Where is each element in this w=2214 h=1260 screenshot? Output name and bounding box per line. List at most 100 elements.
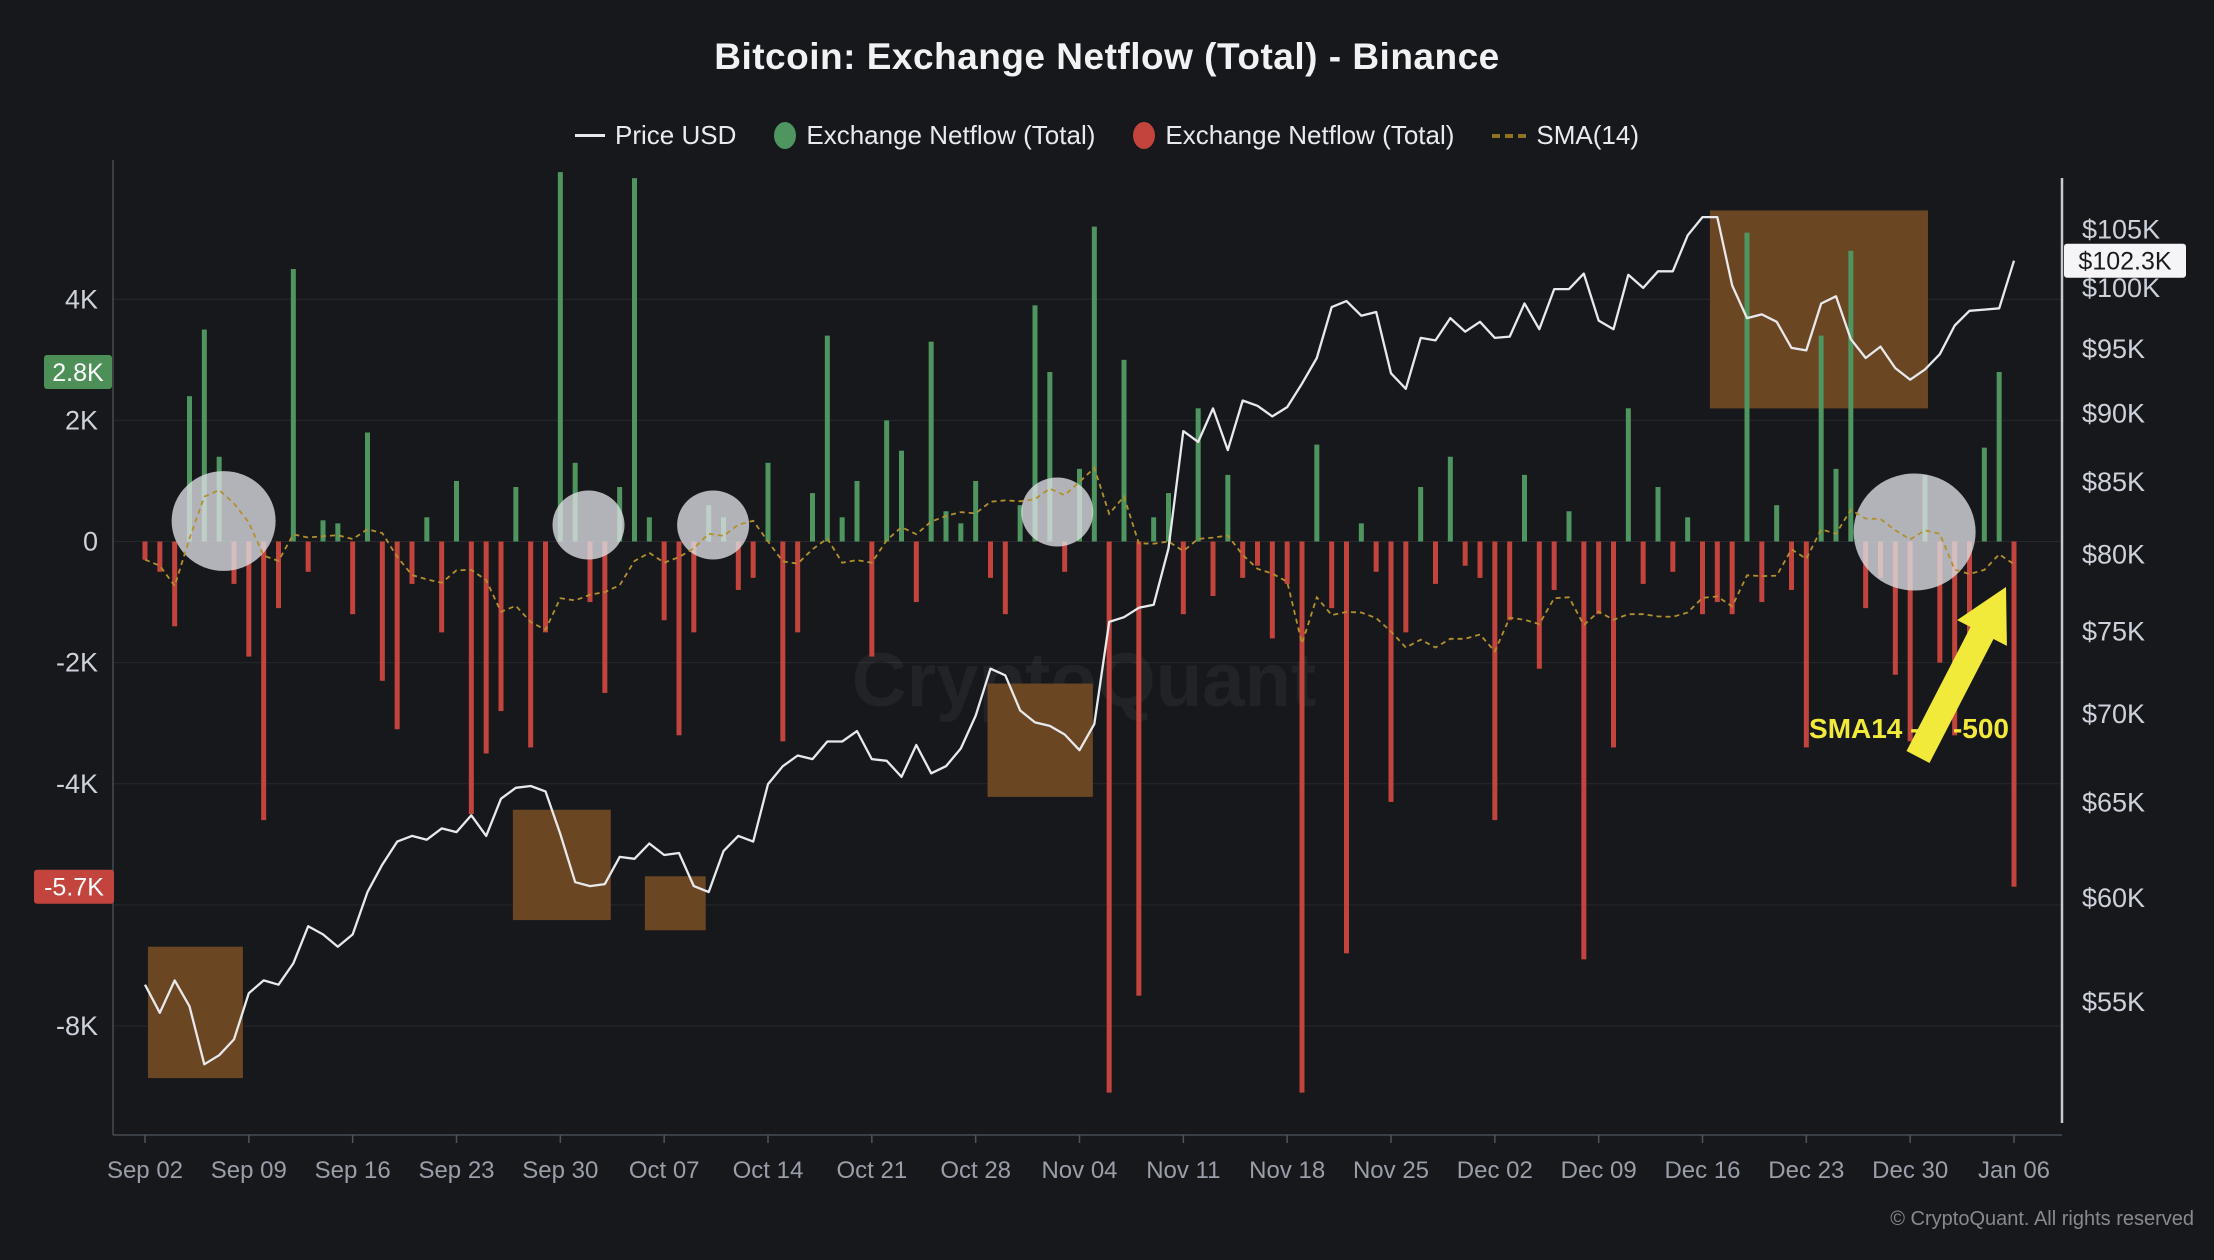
netflow-bar <box>1106 541 1112 1093</box>
price-axis-label: $105K <box>2082 215 2160 245</box>
netflow-bar <box>1818 335 1824 542</box>
netflow-bar <box>1833 468 1839 542</box>
netflow-bar <box>1121 359 1127 542</box>
netflow-bar <box>498 541 504 712</box>
price-axis-label: $80K <box>2082 539 2145 569</box>
netflow-bar <box>305 541 311 572</box>
netflow-bar <box>1151 517 1157 542</box>
netflow-bar <box>913 541 919 603</box>
netflow-bar <box>1596 541 1602 615</box>
netflow-bar <box>1744 232 1750 542</box>
highlight-box-3 <box>644 876 706 931</box>
annotation-arrow-icon <box>1906 587 2007 763</box>
highlight-circle-4 <box>1021 477 1094 547</box>
netflow-bar <box>780 541 786 742</box>
netflow-bar <box>1685 517 1691 542</box>
netflow-bar <box>1166 493 1171 542</box>
highlight-box-2 <box>512 809 611 921</box>
x-axis-label: Dec 09 <box>1561 1157 1637 1184</box>
price-axis-label: $75K <box>2082 616 2145 646</box>
netflow-bar <box>1892 541 1898 675</box>
x-axis-label: Dec 16 <box>1664 1157 1740 1184</box>
netflow-bar <box>261 541 267 821</box>
netflow-bar <box>1759 541 1765 603</box>
legend-marker-outflow-dot-icon <box>1133 122 1156 149</box>
netflow-bar <box>439 541 445 633</box>
netflow-bar <box>632 178 637 542</box>
netflow-bar <box>839 517 845 542</box>
netflow-bar <box>1284 541 1290 584</box>
netflow-bar <box>1358 523 1364 542</box>
legend-label: SMA(14) <box>1536 120 1639 150</box>
netflow-bar <box>943 511 949 542</box>
netflow-axis-label: 2K <box>65 405 98 435</box>
netflow-bar <box>409 541 415 584</box>
x-axis-label: Sep 16 <box>315 1157 391 1184</box>
netflow-bar <box>350 541 356 615</box>
netflow-bar <box>1848 250 1854 542</box>
netflow-bar <box>1789 541 1794 590</box>
annotation-text: SMA14 --> -500 <box>1809 713 2009 744</box>
price-axis-label: $65K <box>2082 787 2145 817</box>
badge-netflow-green-bg <box>44 354 112 389</box>
highlight-circle-1 <box>171 471 276 571</box>
netflow-bar <box>691 541 697 633</box>
netflow-bar <box>1032 305 1038 542</box>
legend-label: Price USD <box>615 120 737 150</box>
price-axis-label: $85K <box>2082 467 2145 497</box>
netflow-bar <box>1551 541 1557 590</box>
netflow-bar <box>795 541 801 633</box>
netflow-axis-label: -4K <box>56 769 98 799</box>
netflow-bar <box>513 487 519 542</box>
netflow-bar <box>646 517 652 542</box>
netflow-bar <box>365 432 370 542</box>
netflow-bar <box>379 541 385 681</box>
netflow-bar <box>1714 541 1720 603</box>
netflow-bar <box>1047 371 1053 542</box>
netflow-bar <box>1418 487 1424 542</box>
netflow-bar <box>1225 474 1231 542</box>
netflow-bar <box>1462 541 1468 566</box>
netflow-bar <box>587 541 593 603</box>
netflow-bar <box>1981 447 1987 542</box>
legend: Price USD Exchange Netflow (Total) Exchang… <box>0 120 2214 151</box>
netflow-bar <box>1581 541 1587 960</box>
netflow-bar <box>1373 541 1379 572</box>
netflow-bar <box>1967 541 1972 663</box>
netflow-bar <box>276 541 281 609</box>
netflow-bar <box>1195 408 1201 542</box>
netflow-bar <box>1937 541 1943 663</box>
netflow-bar <box>928 341 934 542</box>
netflow-bar <box>1329 541 1335 609</box>
netflow-bar <box>1388 541 1394 802</box>
netflow-axis-label: -8K <box>56 1011 98 1041</box>
netflow-bar <box>1566 511 1572 542</box>
netflow-bar <box>1017 505 1023 542</box>
netflow-bar <box>468 541 474 815</box>
netflow-bar <box>1729 541 1735 615</box>
netflow-axis-label: 0 <box>83 527 98 557</box>
netflow-bar <box>750 541 756 578</box>
badge-netflow-red-bg <box>34 869 114 904</box>
netflow-bar <box>1477 541 1483 578</box>
netflow-bar <box>1210 541 1216 597</box>
netflow-bar <box>1670 541 1676 572</box>
netflow-bar <box>2011 541 2017 887</box>
x-axis-label: Sep 09 <box>211 1157 287 1184</box>
netflow-bar <box>1774 505 1780 542</box>
netflow-bar <box>958 523 964 542</box>
price-line <box>143 215 2016 1066</box>
sma-line <box>144 466 2015 654</box>
netflow-bar <box>335 523 341 542</box>
netflow-bar <box>1611 541 1616 748</box>
netflow-bar <box>854 480 860 542</box>
legend-item-1[interactable]: Exchange Netflow (Total) <box>774 120 1095 151</box>
netflow-bar <box>1640 541 1646 584</box>
badge-netflow-green: 2.8K <box>52 359 104 387</box>
legend-item-3[interactable]: SMA(14) <box>1492 120 1639 151</box>
netflow-bar <box>1536 541 1542 669</box>
legend-item-0[interactable]: Price USD <box>575 120 736 151</box>
legend-item-2[interactable]: Exchange Netflow (Total) <box>1133 120 1454 151</box>
